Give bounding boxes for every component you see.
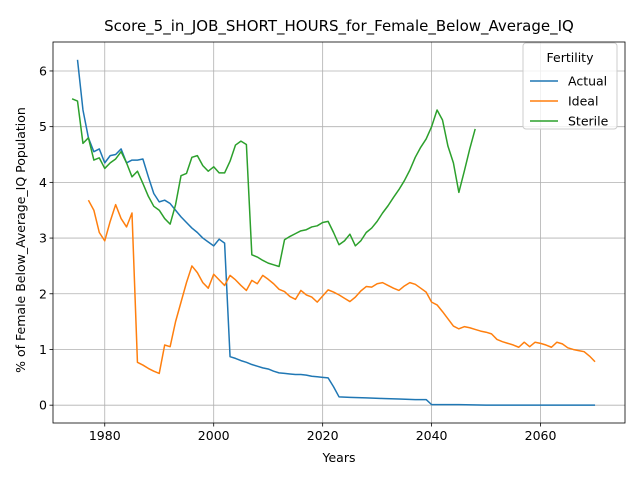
series-line-sterile <box>71 98 476 268</box>
x-tick-label: 2020 <box>307 428 339 443</box>
y-tick-label: 4 <box>39 175 47 190</box>
plot-frame <box>52 41 626 424</box>
legend-entries: Actual Ideal Sterile <box>530 74 609 129</box>
series-line-ideal <box>87 199 596 375</box>
x-tick-label: 2040 <box>416 428 448 443</box>
x-axis-title: Years <box>322 450 356 465</box>
y-tick-label: 1 <box>39 342 47 357</box>
y-tick-label: 6 <box>39 63 47 78</box>
x-tick-label: 1980 <box>89 428 121 443</box>
x-tick-label: 2000 <box>198 428 230 443</box>
legend-label-actual: Actual <box>568 74 607 89</box>
y-tick-label: 3 <box>39 231 47 246</box>
y-tick-label: 0 <box>39 398 47 413</box>
chart-title: Score_5_in_JOB_SHORT_HOURS_for_Female_Be… <box>104 17 574 36</box>
y-axis-ticks: 0 1 2 3 4 5 6 <box>39 63 53 413</box>
x-tick-label: 2060 <box>525 428 557 443</box>
y-tick-label: 5 <box>39 119 47 134</box>
series-line-actual <box>76 59 596 406</box>
legend-label-ideal: Ideal <box>568 94 598 109</box>
series-lines <box>71 59 596 406</box>
y-axis-title: % of Female Below_Average_IQ Population <box>13 107 28 373</box>
legend-box <box>522 42 618 130</box>
legend-label-sterile: Sterile <box>568 114 609 129</box>
y-tick-label: 2 <box>39 286 47 301</box>
x-axis-ticks: 1980 2000 2020 2040 2060 <box>89 423 557 443</box>
legend-title: Fertility <box>547 50 595 65</box>
legend: Fertility Actual Ideal Sterile <box>522 42 618 130</box>
